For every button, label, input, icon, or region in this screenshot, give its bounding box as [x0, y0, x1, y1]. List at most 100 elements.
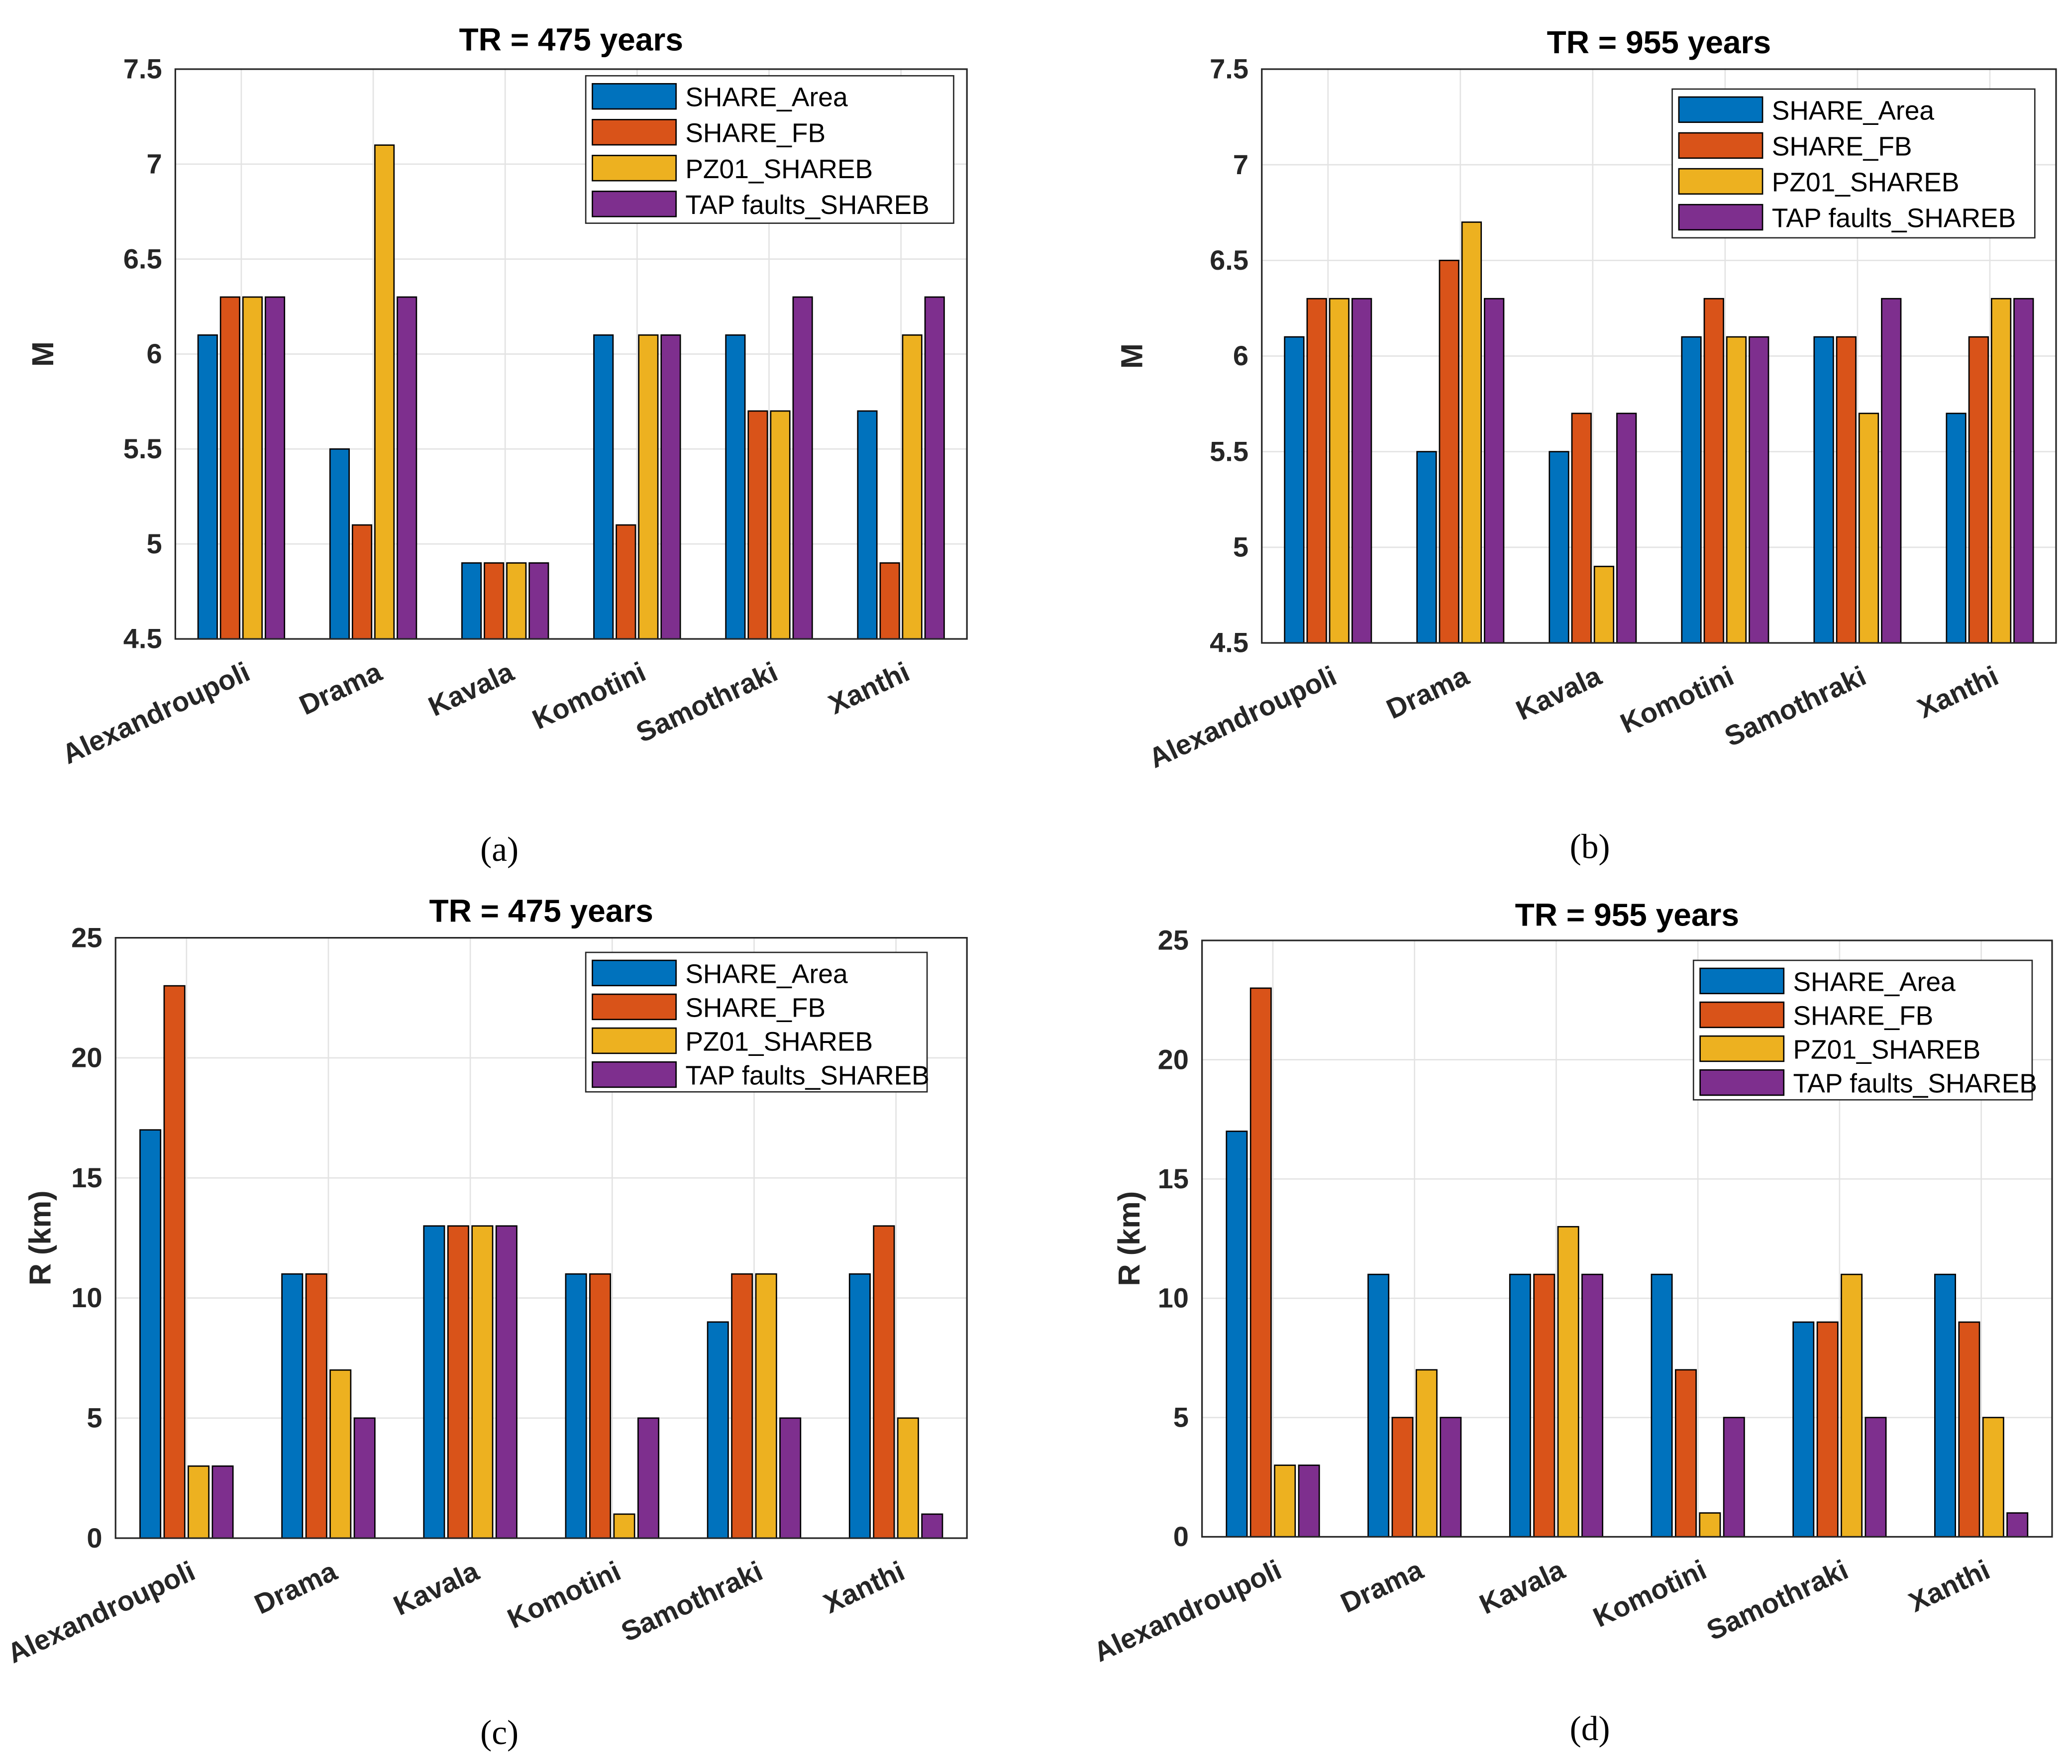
bar-share-area	[1549, 451, 1569, 644]
chart-panel-3: 0 5 10 15 20 25 Alexandroupoli Drama Kavala Komot…	[2, 893, 968, 1752]
bar-share-fb	[1571, 413, 1592, 644]
legend-swatch	[592, 83, 677, 110]
legend-swatch	[592, 993, 677, 1021]
x-tick-label: Kavala	[1474, 1554, 1569, 1620]
bar-pz01-shareb	[1726, 336, 1747, 644]
x-tick-label: Drama	[1336, 1554, 1428, 1619]
axes-box	[1261, 68, 2057, 644]
bar-pz01-shareb	[242, 296, 263, 640]
legend-swatch	[1699, 1069, 1785, 1096]
y-axis-label: M	[26, 341, 60, 367]
bar-share-area	[139, 1129, 162, 1539]
bar-tap-faults-shareb	[921, 1513, 943, 1539]
y-tick-label: 5	[1233, 531, 1248, 563]
x-tick-label: Kavala	[389, 1555, 484, 1622]
bar-tap-faults-shareb	[353, 1417, 376, 1539]
bar-pz01-shareb	[1329, 298, 1350, 644]
bar-tap-faults-shareb	[528, 562, 549, 640]
y-tick-label: 20	[1158, 1043, 1189, 1075]
y-tick-label: 7.5	[1210, 53, 1248, 85]
panel-caption: (b)	[1570, 828, 1610, 866]
x-tick-label: Xanthi	[1913, 660, 2003, 724]
x-tick-label: Kavala	[423, 656, 518, 723]
bar-tap-faults-shareb	[211, 1465, 234, 1539]
y-tick-label: 6.5	[1210, 244, 1248, 276]
y-axis-label: R (km)	[1112, 1191, 1146, 1286]
legend: SHARE_Area SHARE_FB PZ01_SHAREB TAP faults_…	[585, 75, 954, 224]
bar-tap-faults-shareb	[1484, 298, 1505, 644]
bar-share-fb	[879, 562, 900, 640]
chart-title: TR = 475 years	[459, 22, 683, 58]
bar-share-fb	[1836, 336, 1857, 644]
bar-share-fb	[1968, 336, 1989, 644]
panel-caption: (a)	[480, 830, 518, 869]
bar-share-fb	[1958, 1321, 1980, 1538]
y-tick-label: 5.5	[123, 433, 162, 464]
legend-swatch	[592, 155, 677, 182]
bar-share-fb	[484, 562, 505, 640]
bar-share-area	[565, 1273, 587, 1539]
y-tick-label: 6	[146, 338, 162, 369]
bar-share-fb	[873, 1225, 895, 1539]
legend-swatch	[1699, 1035, 1785, 1062]
bar-share-area	[1946, 413, 1967, 644]
chart-title: TR = 955 years	[1547, 24, 1771, 60]
bar-share-area	[1792, 1321, 1815, 1538]
bar-share-fb	[1439, 259, 1459, 644]
bar-tap-faults-shareb	[1616, 413, 1637, 644]
bar-pz01-shareb	[1982, 1417, 2004, 1538]
y-tick-label: 15	[71, 1162, 102, 1193]
bar-share-fb	[747, 410, 768, 640]
legend-label: SHARE_FB	[1793, 1001, 1933, 1031]
bar-share-area	[1934, 1273, 1956, 1538]
bar-share-area	[1416, 451, 1437, 644]
legend-swatch	[592, 959, 677, 987]
bar-share-area	[848, 1273, 871, 1539]
bar-share-area	[1509, 1273, 1531, 1538]
x-tick-label: Samothraki	[617, 1555, 767, 1648]
bar-tap-faults-shareb	[1865, 1417, 1887, 1538]
legend-label: SHARE_FB	[1772, 132, 1912, 161]
x-tick-label: Drama	[1381, 660, 1473, 725]
bar-share-area	[593, 334, 614, 640]
legend-swatch	[592, 119, 677, 146]
x-tick-label: Xanthi	[819, 1555, 909, 1619]
legend-label: PZ01_SHAREB	[1772, 168, 1960, 198]
y-tick-label: 15	[1158, 1163, 1189, 1194]
y-tick-label: 25	[1158, 925, 1189, 956]
axes-box	[114, 937, 968, 1539]
axes-box	[174, 68, 968, 640]
bar-share-area	[1681, 336, 1702, 644]
bar-share-fb	[589, 1273, 612, 1539]
bar-pz01-shareb	[1990, 298, 2012, 644]
bar-share-fb	[447, 1225, 469, 1539]
panel-caption: (d)	[1570, 1710, 1610, 1748]
bar-share-fb	[1533, 1273, 1555, 1538]
bar-tap-faults-shareb	[1351, 298, 1372, 644]
bar-pz01-shareb	[1858, 413, 1879, 644]
x-tick-label: Samothraki	[631, 656, 782, 748]
legend-label: PZ01_SHAREB	[685, 155, 873, 184]
x-tick-label: Drama	[250, 1555, 342, 1620]
chart-title: TR = 955 years	[1515, 897, 1739, 933]
x-tick-label: Alexandroupoli	[2, 1555, 200, 1669]
bar-tap-faults-shareb	[495, 1225, 518, 1539]
bar-pz01-shareb	[1415, 1369, 1438, 1538]
bar-share-fb	[1674, 1369, 1697, 1538]
bar-pz01-shareb	[770, 410, 791, 640]
y-tick-label: 10	[71, 1282, 102, 1313]
bar-share-area	[329, 448, 350, 640]
bar-share-fb	[731, 1273, 753, 1539]
legend-label: TAP faults_SHAREB	[685, 1061, 929, 1091]
bar-pz01-shareb	[1461, 221, 1482, 644]
bar-share-fb	[219, 296, 240, 640]
bar-tap-faults-shareb	[660, 334, 681, 640]
bar-pz01-shareb	[1841, 1273, 1863, 1538]
bar-pz01-shareb	[1593, 565, 1615, 644]
y-tick-label: 0	[1173, 1521, 1189, 1552]
bar-share-area	[1226, 1131, 1248, 1538]
y-tick-label: 4.5	[123, 623, 162, 654]
y-tick-label: 5	[146, 528, 162, 559]
legend-swatch	[592, 1027, 677, 1054]
x-tick-label: Komotini	[503, 1555, 625, 1635]
